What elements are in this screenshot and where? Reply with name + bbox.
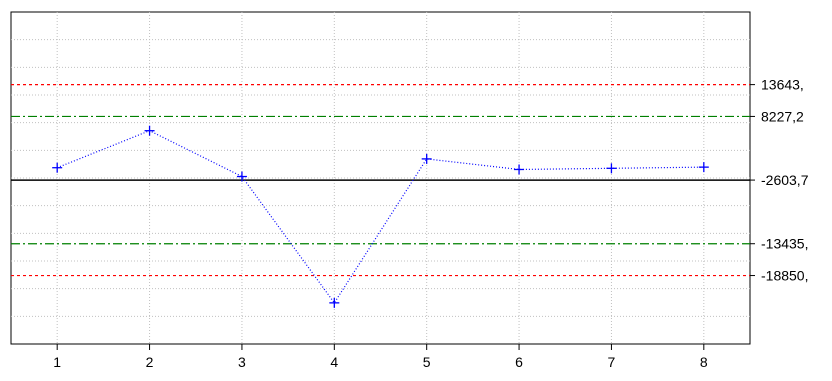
data-point-8 bbox=[698, 162, 709, 173]
x-tick-label-4: 4 bbox=[330, 354, 338, 370]
x-tick-label-6: 6 bbox=[515, 354, 523, 370]
data-point-2 bbox=[144, 125, 155, 136]
x-tick-label-2: 2 bbox=[146, 354, 154, 370]
x-tick-label-3: 3 bbox=[238, 354, 246, 370]
x-tick-label-7: 7 bbox=[608, 354, 616, 370]
data-point-6 bbox=[514, 164, 525, 175]
x-axis: 1 2 3 4 5 6 7 8 bbox=[53, 344, 708, 370]
x-tick-label-5: 5 bbox=[423, 354, 431, 370]
reference-label-4: -13435, bbox=[761, 236, 808, 252]
data-point-4 bbox=[329, 297, 340, 308]
grid bbox=[11, 12, 750, 344]
series-line-1 bbox=[56, 130, 704, 304]
reference-lines bbox=[11, 84, 755, 277]
data-point-3 bbox=[236, 171, 247, 182]
reference-label-3: -2603,7 bbox=[761, 172, 809, 188]
data-series bbox=[52, 125, 709, 308]
data-point-5 bbox=[421, 153, 432, 164]
reference-label-1: 13643, bbox=[761, 77, 804, 93]
reference-label-2: 8227,2 bbox=[761, 108, 804, 124]
x-tick-label-1: 1 bbox=[53, 354, 61, 370]
reference-labels: 13643, 8227,2 -2603,7 -13435, -18850, bbox=[761, 77, 809, 284]
data-point-1 bbox=[52, 162, 63, 173]
x-tick-label-8: 8 bbox=[700, 354, 708, 370]
data-point-7 bbox=[606, 163, 617, 174]
reference-label-5: -18850, bbox=[761, 268, 808, 284]
